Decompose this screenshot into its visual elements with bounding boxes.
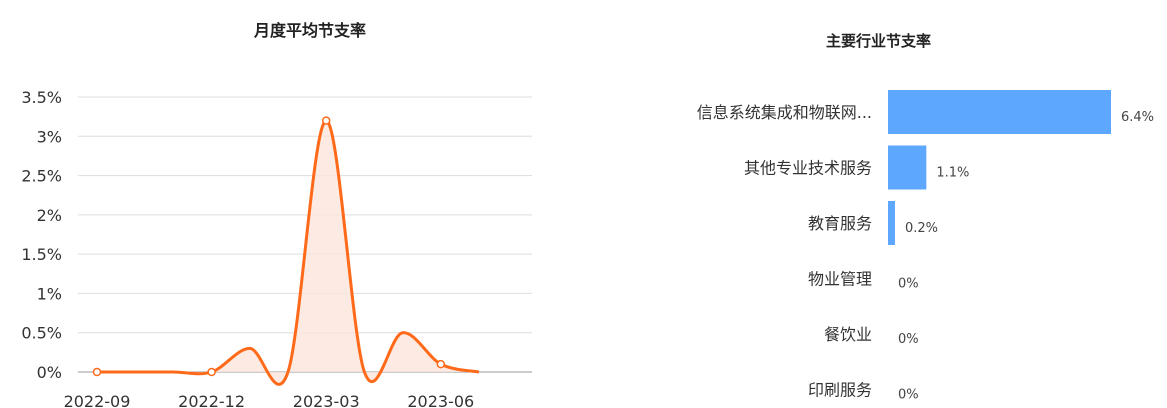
line-chart: 0% 0.5% 1% 1.5% 2% 2.5% 3% 3.5% 2022-09 2022-12 20…	[21, 88, 532, 408]
bar-chart-panel: 主要行业节支率 信息系统集成和物联网... 6.4% 其他专业技术服务 1.1% 教育服…	[590, 0, 1167, 408]
y-tick-label: 0.5%	[21, 324, 62, 343]
line-chart-panel: 月度平均节支率 0% 0.5% 1% 1.5% 2% 2.5% 3% 3.5% 2022-09 2…	[0, 0, 560, 408]
series-line	[97, 119, 480, 386]
data-point	[92, 367, 102, 377]
value-label: 0.2%	[905, 221, 938, 236]
category-label: 信息系统集成和物联网...	[697, 103, 872, 122]
bar	[888, 90, 1111, 134]
category-label: 教育服务	[808, 214, 872, 233]
data-point	[436, 359, 446, 369]
value-label: 1.1%	[936, 166, 969, 181]
category-label: 印刷服务	[808, 381, 872, 400]
x-tick-label: 2022-12	[178, 392, 245, 408]
y-tick-label: 3%	[37, 127, 62, 146]
y-tick-label: 3.5%	[21, 88, 62, 107]
category-label: 物业管理	[808, 270, 872, 289]
category-label: 其他专业技术服务	[744, 159, 872, 178]
bar	[888, 145, 927, 190]
x-tick-label: 2022-09	[64, 392, 131, 408]
x-tick-label: 2023-03	[293, 392, 360, 408]
value-label: 0%	[898, 332, 919, 347]
category-label: 餐饮业	[824, 325, 872, 344]
y-tick-label: 2.5%	[21, 167, 62, 186]
bar-chart: 信息系统集成和物联网... 6.4% 其他专业技术服务 1.1% 教育服务 0.2% 物业管…	[697, 90, 1154, 403]
bar	[888, 201, 895, 245]
data-point	[207, 367, 216, 377]
value-label: 0%	[898, 277, 919, 292]
y-tick-label: 1%	[37, 284, 62, 303]
y-tick-label: 1.5%	[21, 245, 62, 264]
x-tick-label: 2023-06	[407, 392, 474, 408]
line-chart-title: 月度平均节支率	[253, 21, 366, 40]
y-tick-label: 0%	[37, 363, 62, 382]
y-tick-label: 2%	[37, 206, 62, 225]
value-label: 0%	[898, 388, 919, 403]
data-point	[321, 116, 331, 125]
bar-chart-title: 主要行业节支率	[825, 32, 931, 50]
value-label: 6.4%	[1121, 110, 1154, 125]
